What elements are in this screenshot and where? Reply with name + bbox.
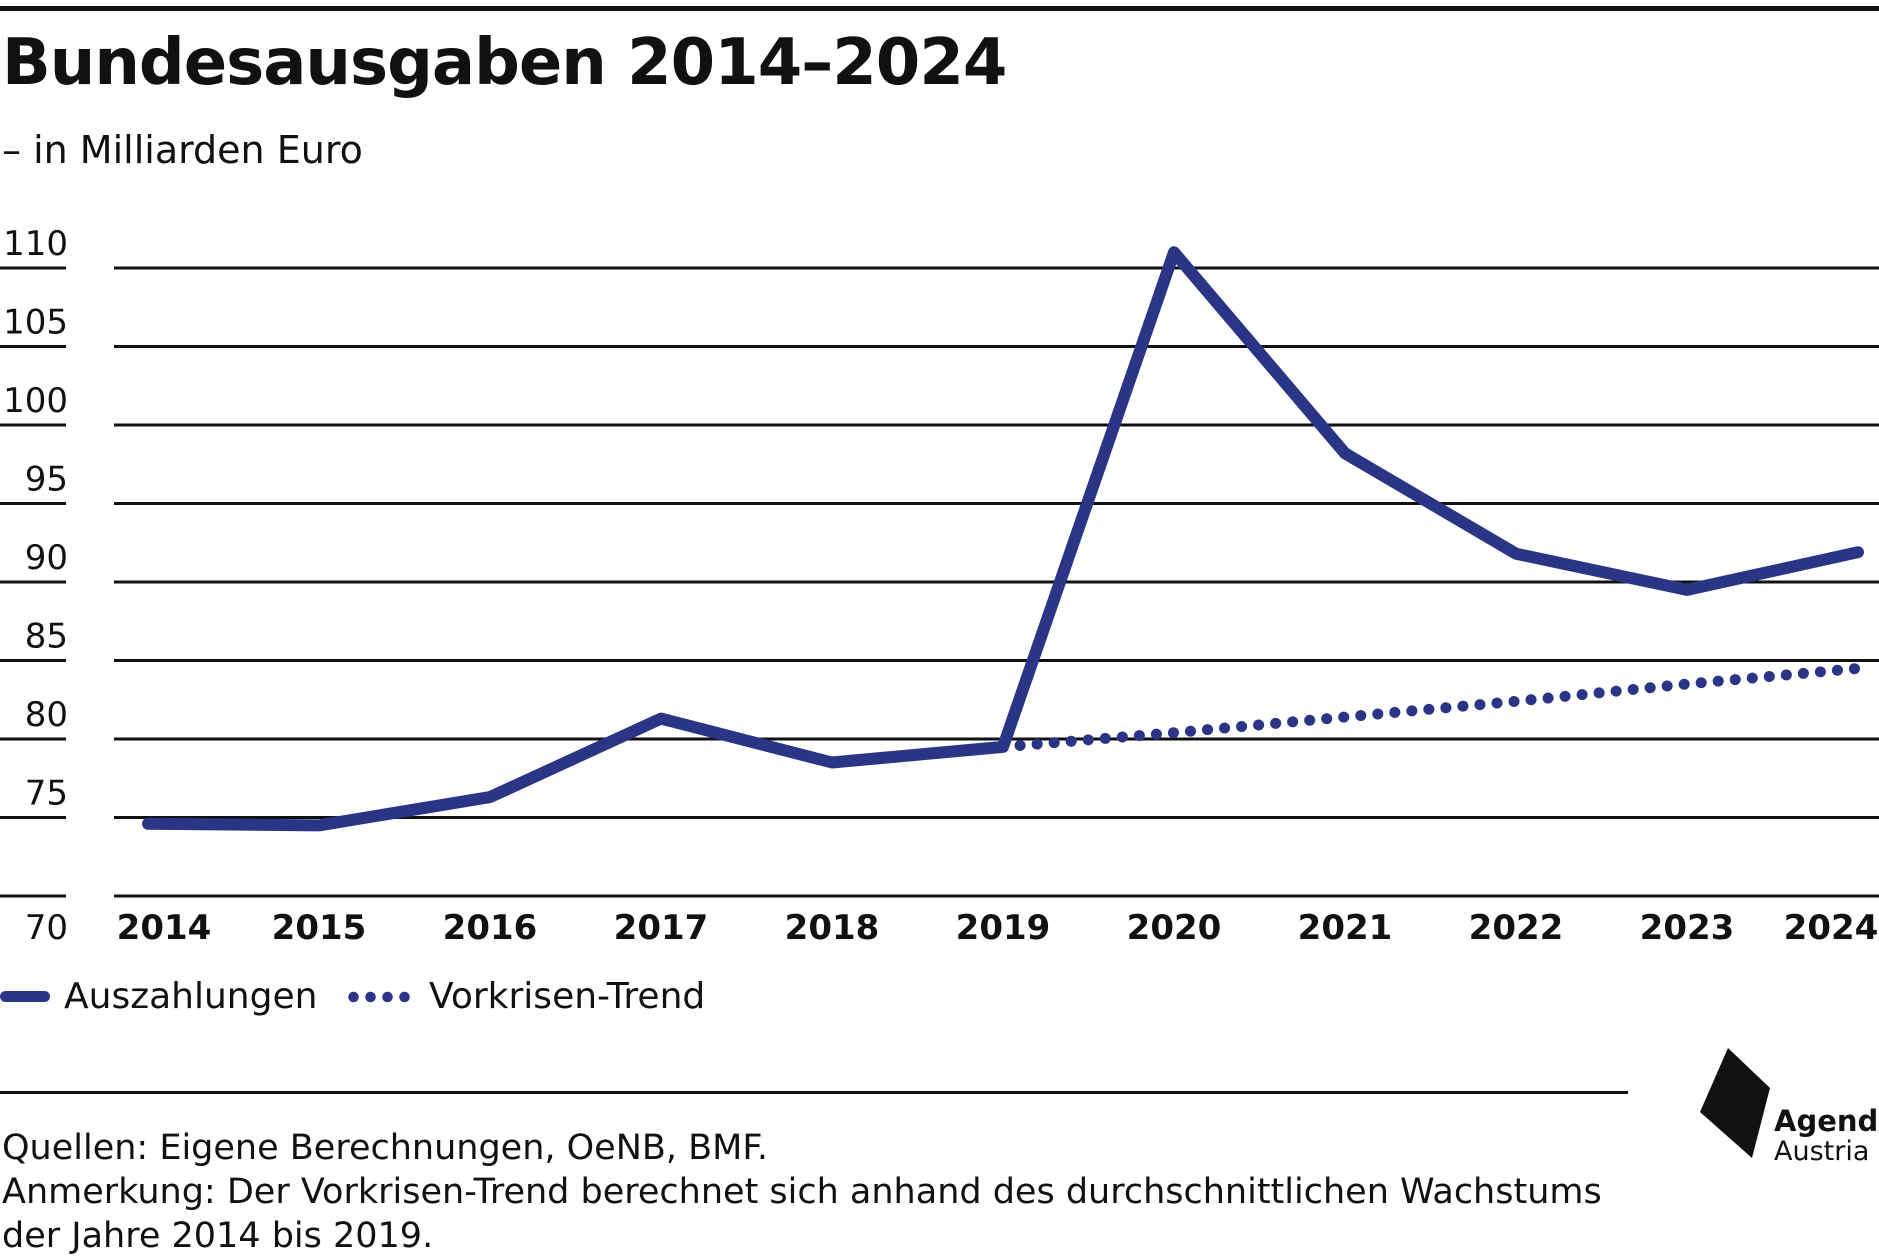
- x-tick-label: 2021: [1298, 908, 1393, 948]
- y-tick-label: 85: [25, 617, 68, 657]
- x-tick-label: 2024: [1784, 908, 1879, 948]
- y-tick-label: 95: [25, 460, 68, 500]
- gridlines: [0, 266, 1879, 898]
- x-tick-label: 2017: [614, 908, 709, 948]
- y-tick-label: 100: [3, 381, 68, 421]
- x-tick-label: 2022: [1469, 908, 1564, 948]
- logo-mark-icon: [1700, 1048, 1770, 1158]
- x-tick-label: 2014: [117, 908, 212, 948]
- y-tick-label: 105: [3, 303, 68, 343]
- y-tick-label: 75: [25, 774, 68, 814]
- footnotes: Quellen: Eigene Berechnungen, OeNB, BMF.…: [2, 1126, 1642, 1258]
- logo-text-austria: Austria: [1774, 1136, 1870, 1167]
- y-axis-ticks: 70 75 80 85 90 95 100 105 110: [3, 224, 68, 948]
- remark-note-line-1: Anmerkung: Der Vorkrisen-Trend berechnet…: [2, 1172, 1602, 1212]
- legend-dotted-line-swatch: [345, 990, 413, 1003]
- y-tick-label: 110: [3, 224, 68, 264]
- legend-label-vorkrisen-trend: Vorkrisen-Trend: [429, 976, 706, 1017]
- x-axis-ticks: 2014 2015 2016 2017 2018 2019 2020 2021 2022 2023…: [117, 908, 1879, 948]
- x-tick-label: 2015: [272, 908, 367, 948]
- legend-solid-line-swatch: [0, 991, 50, 1002]
- chart-subtitle: – in Milliarden Euro: [2, 128, 363, 172]
- remark-note-line-2: der Jahre 2014 bis 2019.: [2, 1216, 434, 1256]
- sources-note: Quellen: Eigene Berechnungen, OeNB, BMF.: [2, 1128, 769, 1168]
- footer-rule: [0, 1091, 1628, 1094]
- series-line-vorkrisen-trend: [997, 662, 1864, 753]
- y-tick-label: 70: [25, 908, 68, 948]
- x-tick-label: 2020: [1127, 908, 1222, 948]
- y-tick-label: 80: [25, 695, 68, 735]
- logo-text-agenda: Agenda: [1774, 1104, 1879, 1138]
- legend-item-auszahlungen: Auszahlungen: [0, 976, 317, 1017]
- legend-label-auszahlungen: Auszahlungen: [64, 976, 318, 1017]
- top-rule: [0, 6, 1879, 11]
- x-tick-label: 2018: [785, 908, 880, 948]
- x-tick-label: 2019: [956, 908, 1051, 948]
- agenda-austria-logo: Agenda Austria: [1700, 1048, 1879, 1168]
- series-group: [142, 246, 1864, 832]
- x-tick-label: 2023: [1640, 908, 1735, 948]
- chart-title: Bundesausgaben 2014–2024: [2, 26, 1007, 100]
- y-tick-label: 90: [25, 538, 68, 578]
- legend-item-vorkrisen-trend: Vorkrisen-Trend: [345, 976, 705, 1017]
- x-tick-label: 2016: [443, 908, 538, 948]
